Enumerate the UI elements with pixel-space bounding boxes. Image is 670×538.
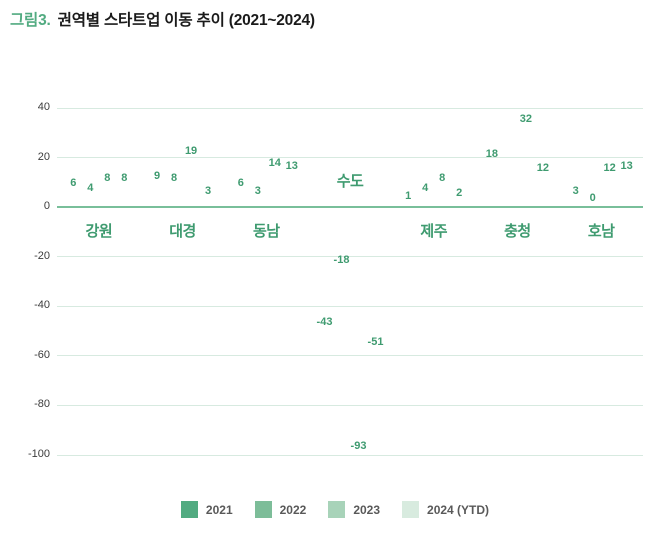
grid-line	[57, 404, 643, 406]
grouped-bar-chart: 40 20 0 -20 -40 -60 -80 -100 6 4 8 8 강원 9 8 19 3 대경 6 3 14 13…	[27, 101, 643, 460]
figure-number-label: 그림3.	[10, 12, 51, 29]
bar-value-label: 19	[184, 145, 198, 158]
bar-value-label: 14	[268, 157, 281, 170]
grid-line	[57, 157, 643, 159]
region-label: 강원	[85, 223, 113, 241]
bar-value-label: 4	[87, 182, 94, 195]
bar-value-label: 6	[237, 177, 244, 190]
y-axis-tick-label: -100	[27, 448, 50, 460]
legend-swatch-icon	[180, 501, 198, 518]
bar-value-label: 12	[536, 162, 550, 175]
zero-axis-line	[57, 206, 643, 209]
bar-value-label: 8	[121, 172, 128, 185]
y-axis-tick-label: -60	[34, 348, 50, 361]
grid-line	[57, 256, 643, 258]
y-axis-tick-label: 20	[37, 150, 50, 163]
region-label: 동남	[252, 223, 280, 241]
y-axis-tick-label: 0	[43, 200, 50, 213]
region-label: 호남	[587, 223, 615, 241]
bar-value-label: 0	[589, 192, 596, 205]
region-label: 충청	[504, 223, 531, 241]
bar-value-label: 2	[456, 187, 463, 200]
bar-value-label: 8	[439, 172, 446, 185]
bar-value-label: -51	[367, 335, 384, 348]
grid-line	[57, 454, 643, 456]
figure-title-text: 권역별 스타트업 이동 추이 (2021~2024)	[57, 12, 315, 29]
bar-value-label: -43	[316, 315, 333, 328]
bar-value-label: -18	[333, 253, 350, 266]
legend-item: 2021	[180, 501, 233, 518]
legend-swatch-icon	[254, 501, 272, 518]
bar-value-label: 6	[70, 177, 77, 190]
bar-value-label: 9	[154, 169, 161, 182]
bar-value-label: 8	[104, 172, 111, 185]
bar-value-label: 3	[572, 184, 579, 197]
legend-label: 2024 (YTD)	[427, 502, 490, 517]
legend-item: 2022	[254, 501, 307, 518]
y-axis-tick-label: 40	[37, 101, 50, 113]
bar-value-label: -93	[350, 439, 367, 452]
bar-value-label: 1	[405, 189, 412, 202]
region-label: 대경	[169, 223, 196, 241]
legend-item: 2024 (YTD)	[402, 501, 489, 518]
legend-item: 2023	[328, 501, 380, 518]
bar-value-label: 3	[254, 184, 261, 197]
bar-value-label: 32	[519, 112, 533, 125]
y-axis-tick-label: -80	[34, 398, 50, 411]
legend-label: 2021	[205, 502, 233, 517]
bar-value-label: 12	[603, 162, 616, 175]
grid-line	[57, 355, 643, 357]
chart-legend: 2021 2022 2023 2024 (YTD)	[0, 501, 670, 518]
bar-value-label: 8	[171, 172, 178, 185]
legend-swatch-icon	[402, 501, 420, 518]
bar-value-label: 13	[285, 159, 298, 172]
grid-line	[57, 107, 643, 109]
grid-line	[57, 305, 643, 307]
bar-value-label: 3	[205, 184, 212, 197]
bar-value-label: 13	[620, 159, 633, 172]
legend-swatch-icon	[328, 501, 346, 518]
y-axis-tick-label: -20	[34, 249, 50, 262]
y-axis-tick-label: -40	[34, 299, 50, 312]
region-label: 제주	[420, 223, 447, 241]
legend-label: 2023	[353, 502, 381, 517]
bar-value-label: 18	[485, 147, 499, 160]
region-label: 수도	[336, 173, 364, 191]
legend-label: 2022	[279, 502, 307, 517]
figure-title: 그림3. 권역별 스타트업 이동 추이 (2021~2024)	[10, 8, 315, 30]
bar-value-label: 4	[422, 182, 429, 195]
